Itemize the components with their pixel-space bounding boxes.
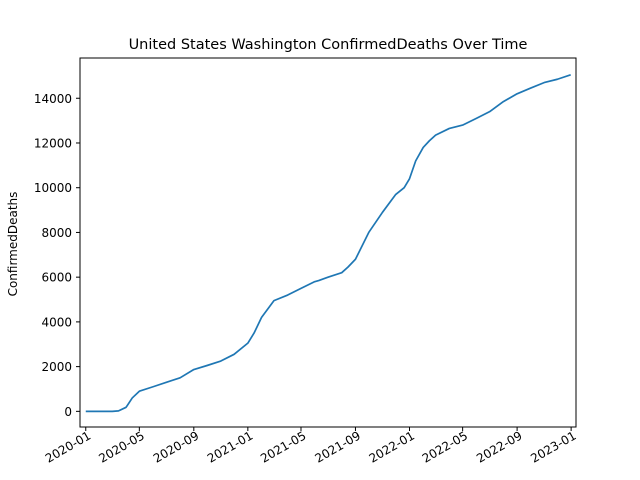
x-tick-label: 2023-01 [528,428,578,465]
plot-area [79,57,577,428]
y-tick-label: 4000 [41,315,72,329]
y-tick-label: 10000 [34,181,72,195]
x-tick-label: 2020-01 [43,428,93,465]
y-tick-label: 0 [64,405,72,419]
x-tick-label: 2020-05 [96,428,146,465]
x-tick-label: 2021-01 [205,428,255,465]
y-tick-label: 2000 [41,360,72,374]
y-tick-label: 12000 [34,136,72,150]
x-tick-label: 2021-09 [313,428,363,465]
y-tick-label: 8000 [41,226,72,240]
y-tick-label: 6000 [41,271,72,285]
y-tick-label: 14000 [34,92,72,106]
x-tick-label: 2022-01 [367,428,417,465]
x-tick-label: 2020-09 [151,428,201,465]
x-tick-label: 2022-09 [474,428,524,465]
series-line [85,73,571,413]
x-axis: 2020-01 2020-05 2020-09 2021-01 2021-05 2021-… [43,427,579,466]
x-tick-label: 2022-05 [420,428,470,465]
chart-title: United States Washington ConfirmedDeaths… [129,37,528,53]
x-tick-label: 2021-05 [258,428,308,465]
y-axis-label: ConfirmedDeaths [6,192,20,297]
y-axis: 0 2000 4000 6000 8000 10000 12000 14000 [34,92,80,419]
axes-frame [79,57,577,428]
